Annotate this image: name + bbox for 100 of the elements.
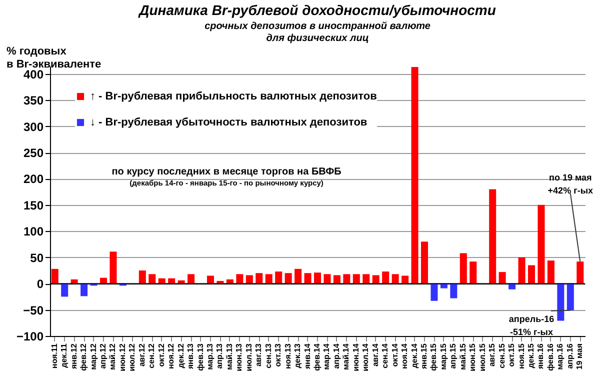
x-tick-label: окт.14 (390, 342, 400, 367)
bar (528, 265, 535, 284)
x-tick-label: янв.14 (302, 342, 312, 370)
bar (148, 274, 156, 284)
bar (421, 242, 428, 284)
x-tick-label: дек.14 (410, 342, 419, 368)
bar (411, 67, 418, 284)
x-tick-label: 19 мая (575, 343, 584, 370)
bar (498, 272, 506, 284)
bar (275, 272, 282, 284)
x-tick-label: авг.15 (488, 342, 497, 367)
bar (470, 262, 477, 284)
bar (352, 274, 360, 284)
x-tick-label: фев.14 (312, 342, 322, 371)
x-tick-label: сен.15 (497, 342, 506, 368)
x-tick-label: июл.12 (128, 342, 137, 372)
bar (294, 268, 302, 284)
x-tick-label: сен.14 (380, 342, 390, 368)
bar (333, 275, 340, 284)
x-tick-label: мар.12 (88, 342, 98, 370)
x-tick-label: дек.13 (293, 342, 302, 368)
bar (61, 284, 68, 297)
x-tick-label: июл.14 (361, 342, 370, 372)
x-tick-label: май.13 (224, 342, 234, 370)
bar (566, 284, 574, 310)
x-tick-label: сен.12 (147, 342, 156, 368)
x-tick-label: авг.14 (370, 342, 380, 367)
x-tick-label: ноя.13 (283, 342, 292, 369)
bar (460, 253, 467, 284)
x-tick-label: окт.15 (507, 342, 516, 367)
bar (402, 276, 409, 284)
x-tick-label: мар.15 (438, 342, 448, 370)
x-tick-label: фев.12 (79, 342, 88, 371)
bar (284, 273, 292, 284)
bar (430, 284, 438, 301)
x-tick-label: июн.12 (118, 342, 127, 372)
x-tick-label: авг.12 (137, 342, 146, 367)
x-tick-label: янв.16 (536, 342, 546, 370)
x-tick-label: мар.14 (322, 342, 332, 370)
y-tick-label: −100 (16, 330, 44, 344)
bar (372, 275, 380, 284)
bar (557, 284, 564, 321)
x-tick-label: фев.15 (429, 342, 438, 371)
x-tick-label: июн.13 (234, 342, 244, 372)
bar (314, 272, 321, 284)
x-tick-label: дек.12 (176, 342, 186, 368)
x-tick-label: янв.12 (69, 342, 78, 370)
bar (518, 257, 526, 284)
bar (382, 272, 390, 284)
x-tick-label: ноя.15 (516, 342, 526, 369)
x-tick-label: июл.15 (478, 342, 487, 372)
x-tick-label: авг.13 (254, 342, 264, 367)
bar (547, 260, 554, 284)
x-tick-label: окт.13 (274, 342, 283, 367)
y-tick-label: 0 (36, 277, 44, 292)
x-tick-label: фев.13 (196, 342, 205, 371)
legend-label: ↑ - Br-рублевая прибыльность валютных депозитов (90, 90, 378, 102)
x-tick-label: окт.12 (156, 342, 166, 367)
x-tick-label: мар.16 (556, 342, 565, 370)
chart-title: Динамика Br-рублевой доходности/убыточности (138, 2, 496, 18)
x-tick-label: ноя.14 (400, 342, 410, 369)
y-tick-label: 200 (23, 172, 44, 186)
x-tick-label: май.14 (342, 342, 351, 370)
bar (304, 273, 312, 284)
bar (508, 284, 516, 290)
bar (392, 274, 399, 284)
bar (51, 268, 58, 284)
x-tick-label: мар.13 (206, 342, 214, 370)
x-tick-label: июн.14 (351, 342, 360, 372)
bar (138, 270, 146, 284)
chart-subtitle: срочных депозитов в иностранной валюте для физических лиц (204, 21, 431, 44)
x-tick-label: май.12 (108, 342, 118, 370)
x-tick-label: дек.11 (60, 342, 69, 368)
x-tick-label: янв.13 (186, 342, 196, 370)
bar (362, 274, 370, 284)
bar (256, 273, 263, 284)
x-tick-label: сен.13 (264, 342, 273, 368)
x-tick-label: ноя.12 (166, 342, 176, 369)
x-tick-label: июн.15 (468, 342, 478, 372)
x-tick-label: дек.15 (526, 342, 536, 368)
bar (440, 284, 448, 288)
bar (236, 274, 244, 284)
y-tick-label: 250 (23, 146, 44, 160)
bar (265, 274, 272, 284)
y-tick-label: −50 (23, 303, 44, 318)
y-tick-label: 100 (23, 224, 44, 239)
annotation: по 19 мая +42% г-ых (548, 172, 594, 196)
bar (207, 276, 214, 284)
x-tick-label: апр.15 (448, 342, 458, 369)
x-tick-label: апр.13 (215, 342, 224, 369)
bar (450, 284, 458, 298)
bar (246, 275, 253, 284)
x-tick-label: апр.12 (98, 342, 108, 369)
x-tick-label: ноя.11 (50, 342, 59, 368)
x-tick-label: апр.14 (332, 342, 341, 369)
x-tick-label: июл.13 (244, 342, 254, 372)
x-tick-label: янв.15 (420, 342, 428, 370)
bar (324, 274, 331, 284)
legend-label: ↓ - Br-рублевая убыточность валютных депозитов (90, 116, 368, 128)
bar (538, 204, 545, 284)
